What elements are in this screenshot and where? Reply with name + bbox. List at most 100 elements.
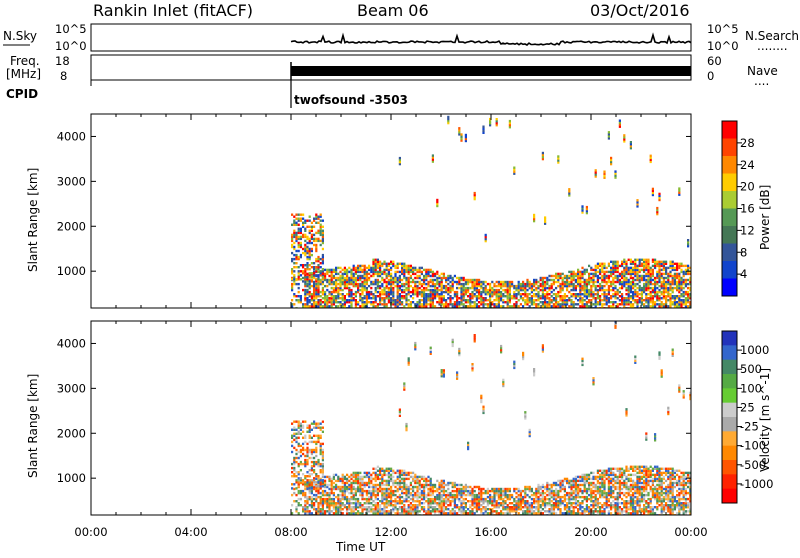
echo-cell: [630, 283, 632, 285]
echo-cell: [317, 216, 319, 218]
echo-cell: [320, 469, 322, 471]
echo-cell: [399, 470, 401, 472]
echo-cell: [454, 275, 456, 277]
echo-cell: [478, 279, 480, 281]
echo-cell: [366, 490, 368, 492]
echo-cell: [493, 500, 495, 502]
echo-cell: [397, 293, 399, 295]
echo-cell: [432, 279, 434, 281]
echo-cell: [625, 303, 627, 305]
echo-cell: [430, 269, 432, 271]
echo-cell: [447, 488, 449, 490]
echo-cell: [359, 293, 361, 295]
colorbar-tick-label: 12: [740, 223, 755, 237]
echo-cell: [414, 474, 416, 476]
echo-cell: [570, 283, 572, 285]
echo-cell: [667, 305, 669, 307]
echo-cell: [654, 283, 656, 285]
echo-cell: [548, 510, 550, 512]
echo-cell: [650, 155, 652, 157]
echo-cell: [322, 500, 324, 502]
echo-cell: [377, 259, 379, 261]
echo-cell: [443, 275, 445, 277]
echo-cell: [500, 293, 502, 295]
echo-cell: [676, 295, 678, 297]
echo-cell: [313, 262, 315, 264]
echo-cell: [674, 283, 676, 285]
echo-cell: [500, 502, 502, 504]
echo-cell: [469, 504, 471, 506]
echo-cell: [445, 494, 447, 496]
echo-cell: [357, 303, 359, 305]
echo-cell: [529, 490, 531, 492]
echo-cell: [324, 303, 326, 305]
echo-cell: [555, 303, 557, 305]
echo-cell: [320, 449, 322, 451]
echo-cell: [372, 510, 374, 512]
echo-cell: [566, 299, 568, 301]
echo-cell: [533, 492, 535, 494]
echo-cell: [344, 303, 346, 305]
echo-cell: [513, 500, 515, 502]
echo-cell: [641, 265, 643, 267]
echo-cell: [441, 494, 443, 496]
echo-cell: [394, 482, 396, 484]
y-tick-label: 2000: [57, 219, 86, 233]
echo-cell: [482, 498, 484, 500]
echo-cell: [364, 303, 366, 305]
echo-cell: [315, 508, 317, 510]
echo-cell: [333, 498, 335, 500]
echo-cell: [295, 471, 297, 473]
echo-cell: [392, 510, 394, 512]
echo-cell: [419, 293, 421, 295]
echo-cell: [403, 478, 405, 480]
echo-cell: [553, 279, 555, 281]
echo-cell: [368, 273, 370, 275]
echo-cell: [344, 283, 346, 285]
echo-cell: [322, 248, 324, 250]
echo-cell: [394, 494, 396, 496]
echo-cell: [452, 510, 454, 512]
echo-cell: [394, 271, 396, 273]
echo-cell: [324, 476, 326, 478]
echo-cell: [676, 265, 678, 267]
echo-cell: [311, 490, 313, 492]
echo-cell: [447, 492, 449, 494]
echo-cell: [317, 299, 319, 301]
echo-cell: [476, 279, 478, 281]
echo-cell: [412, 510, 414, 512]
echo-cell: [663, 265, 665, 267]
echo-cell: [502, 289, 504, 291]
echo-cell: [421, 299, 423, 301]
echo-cell: [326, 510, 328, 512]
echo-cell: [322, 498, 324, 500]
echo-cell: [298, 443, 300, 445]
echo-cell: [687, 239, 689, 241]
echo-cell: [570, 299, 572, 301]
echo-cell: [658, 295, 660, 297]
echo-cell: [302, 449, 304, 451]
echo-cell: [381, 474, 383, 476]
echo-cell: [295, 295, 297, 297]
echo-cell: [326, 492, 328, 494]
echo-cell: [306, 256, 308, 258]
echo-cell: [630, 267, 632, 269]
echo-cell: [454, 490, 456, 492]
echo-cell: [619, 275, 621, 277]
echo-cell: [392, 303, 394, 305]
echo-cell: [654, 301, 656, 303]
echo-cell: [311, 266, 313, 268]
echo-cell: [460, 283, 462, 285]
echo-cell: [370, 293, 372, 295]
echo-cell: [298, 236, 300, 238]
echo-cell: [614, 301, 616, 303]
echo-cell: [601, 263, 603, 265]
echo-cell: [465, 498, 467, 500]
echo-cell: [432, 303, 434, 305]
echo-cell: [311, 473, 313, 475]
echo-cell: [425, 283, 427, 285]
echo-cell: [403, 470, 405, 472]
echo-cell: [645, 283, 647, 285]
echo-cell: [458, 498, 460, 500]
echo-cell: [386, 263, 388, 265]
